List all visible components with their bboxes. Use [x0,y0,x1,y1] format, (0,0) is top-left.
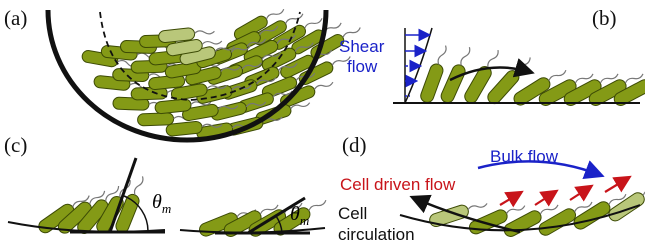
flagellum [548,69,567,83]
panel-label: (b) [592,6,617,30]
cell-driven-flow-label: Cell driven flow [340,175,456,194]
flagellum [308,199,327,213]
flagellum [202,39,222,46]
flagellum [304,17,323,30]
flagellum [314,80,334,91]
cell-circulation-label: circulation [338,225,415,244]
cell-circulation-label: Cell [338,204,367,223]
flagellum [486,49,499,68]
shear-label: flow [347,57,378,76]
shear-label: Shear [339,37,385,56]
figure: (a) (b) Shear flow (c) θm θm (d) Bulk fl… [0,0,645,247]
flagellum [467,202,487,212]
cell-flow-arrows [500,178,628,205]
flagellum [285,12,304,25]
flagellum [265,7,284,20]
cell [502,208,543,238]
panel-label: (a) [4,6,27,30]
cell [467,208,509,236]
panel-label: (c) [4,133,27,157]
cell [137,113,173,126]
angle-label: θm [290,203,309,228]
flagellum [133,176,144,196]
angle-label: θm [152,191,171,216]
flagellum [459,46,471,66]
flagellum [194,29,214,35]
flagellum [539,203,559,216]
panel-label: (d) [342,133,367,157]
flagellum [506,204,526,216]
flagellum [437,45,448,65]
